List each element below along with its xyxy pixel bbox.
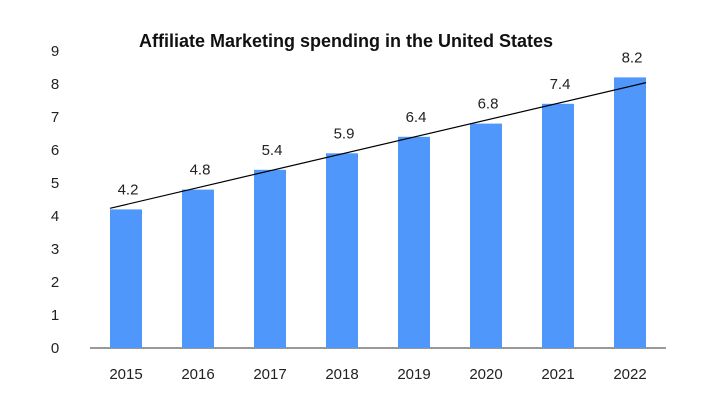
chart-title: Affiliate Marketing spending in the Unit… bbox=[139, 31, 553, 51]
x-tick-label: 2017 bbox=[253, 366, 286, 383]
data-label: 8.2 bbox=[622, 49, 643, 66]
data-label: 4.8 bbox=[190, 162, 211, 179]
bar-2019 bbox=[398, 136, 430, 348]
bar-2021 bbox=[542, 103, 574, 348]
bar-2015 bbox=[110, 209, 142, 348]
y-tick-label: 8 bbox=[51, 76, 59, 93]
bar-2022 bbox=[614, 77, 646, 349]
x-tick-label: 2015 bbox=[109, 366, 142, 383]
y-tick-label: 0 bbox=[51, 340, 59, 357]
x-tick-label: 2021 bbox=[541, 366, 574, 383]
data-label: 4.2 bbox=[118, 181, 139, 198]
y-tick-label: 9 bbox=[51, 43, 59, 60]
y-tick-label: 1 bbox=[51, 307, 59, 324]
y-tick-label: 4 bbox=[51, 208, 59, 225]
bar-2020 bbox=[470, 123, 502, 348]
data-label: 5.9 bbox=[334, 125, 355, 142]
data-label: 7.4 bbox=[550, 76, 571, 93]
trendline bbox=[109, 82, 647, 209]
x-tick-label: 2018 bbox=[325, 366, 358, 383]
x-tick-label: 2016 bbox=[181, 366, 214, 383]
y-axis-ticks: 0 1 2 3 4 5 6 7 8 9 bbox=[51, 43, 59, 357]
bars-group bbox=[110, 77, 646, 349]
bar-2018 bbox=[326, 153, 358, 348]
x-tick-label: 2020 bbox=[469, 366, 502, 383]
data-label: 6.8 bbox=[478, 96, 499, 113]
data-label: 6.4 bbox=[406, 109, 427, 126]
bar-2016 bbox=[182, 189, 214, 348]
y-tick-label: 2 bbox=[51, 274, 59, 291]
y-tick-label: 6 bbox=[51, 142, 59, 159]
data-labels: 4.2 4.8 5.4 5.9 6.4 6.8 7.4 8.2 bbox=[118, 49, 643, 198]
y-tick-label: 5 bbox=[51, 175, 59, 192]
x-axis-ticks: 2015 2016 2017 2018 2019 2020 2021 2022 bbox=[109, 366, 646, 383]
y-tick-label: 7 bbox=[51, 109, 59, 126]
data-label: 5.4 bbox=[262, 142, 283, 159]
x-tick-label: 2019 bbox=[397, 366, 430, 383]
x-tick-label: 2022 bbox=[613, 366, 646, 383]
bar-2017 bbox=[254, 169, 286, 348]
y-tick-label: 3 bbox=[51, 241, 59, 258]
trendline-group bbox=[109, 82, 647, 209]
